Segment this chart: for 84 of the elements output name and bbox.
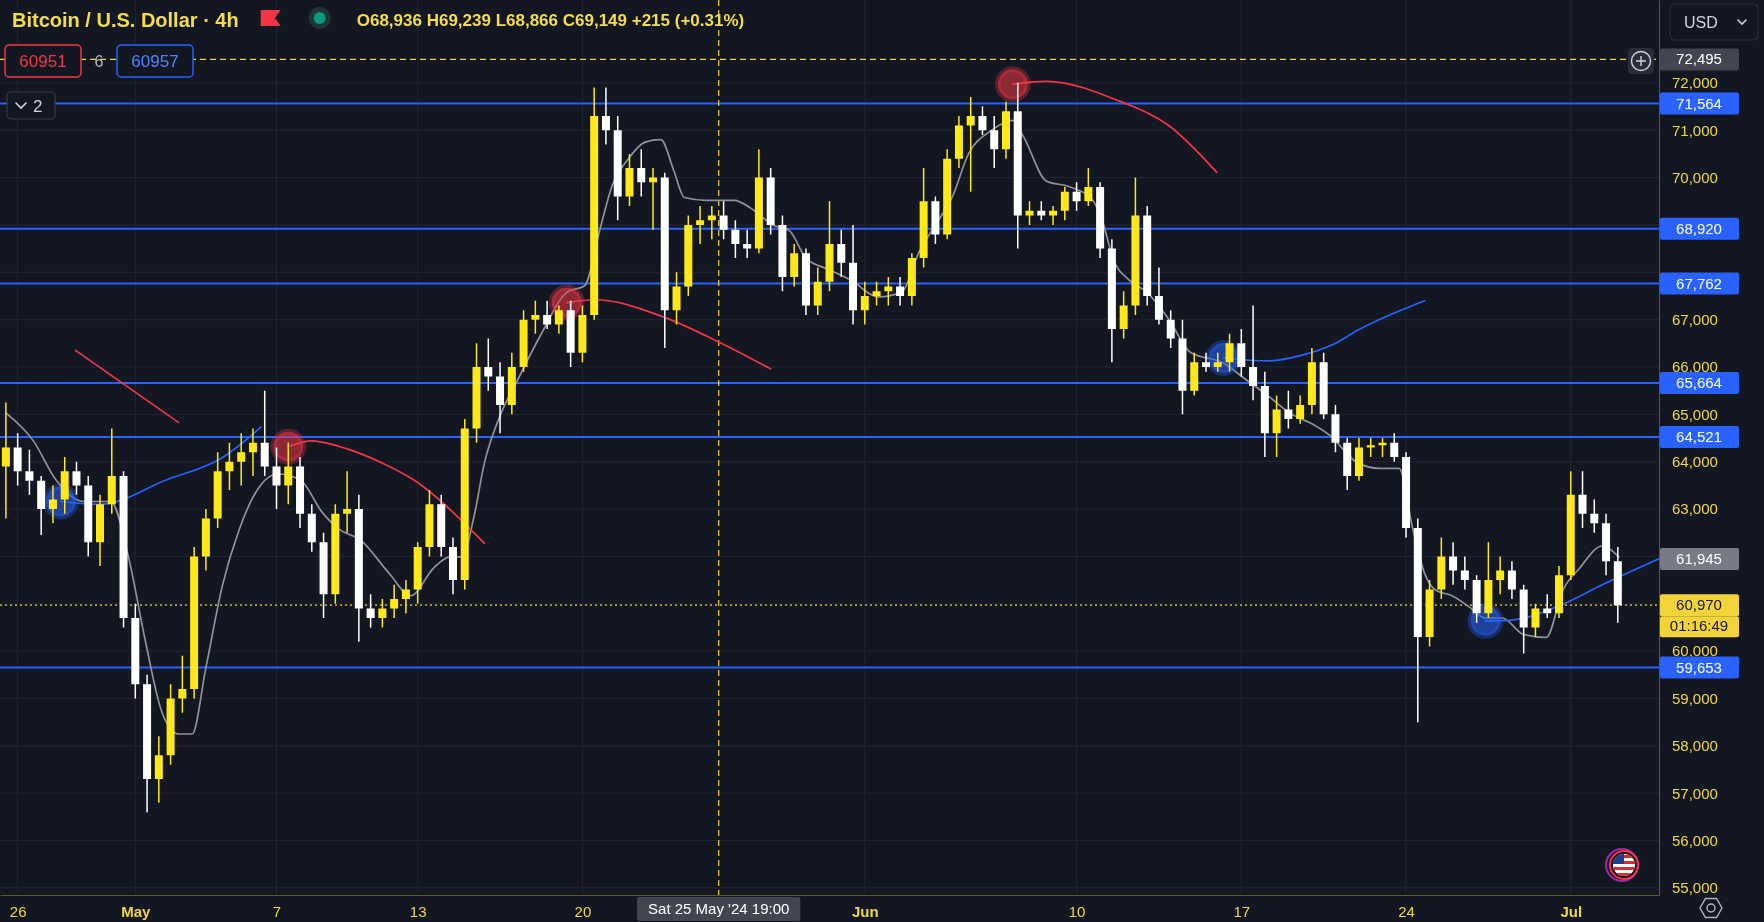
y-tick-label: 56,000	[1672, 831, 1718, 849]
candlestick	[96, 494, 105, 566]
x-tick-label: 7	[272, 902, 282, 920]
candlestick	[1213, 352, 1222, 372]
y-tick-label: 64,000	[1672, 453, 1718, 471]
x-tick-label: May	[121, 902, 152, 920]
y-tick-label: 57,000	[1672, 784, 1718, 802]
y-tick-label: 60,000	[1672, 642, 1718, 660]
candlestick	[649, 168, 658, 230]
candlestick	[1154, 267, 1163, 325]
annotation: 60951	[19, 52, 67, 71]
x-tick-label: 17	[1233, 902, 1251, 920]
y-tick-label: 59,000	[1672, 689, 1718, 707]
ref-line-label: 71,564	[1676, 94, 1722, 112]
point	[270, 428, 307, 465]
candlestick	[601, 87, 610, 145]
candlestick	[860, 281, 869, 325]
x-tick-label: Jul	[1560, 902, 1583, 920]
annotation: 61,945	[1676, 550, 1722, 568]
y-axis-title: USD	[1684, 14, 1718, 31]
candlestick	[825, 201, 834, 292]
y-tick-label: 63,000	[1672, 500, 1718, 518]
ref-line-label: 68,920	[1676, 219, 1722, 237]
annotation: 01:16:49	[1669, 617, 1729, 635]
candlestick	[1049, 205, 1058, 225]
candlestick	[237, 433, 246, 486]
annotation: 2	[33, 97, 43, 116]
candlestick	[743, 229, 752, 259]
candlestick	[1060, 187, 1069, 221]
candlestick	[401, 580, 410, 614]
x-tick-label: 20	[574, 902, 592, 920]
ref-line-label: 59,653	[1676, 658, 1722, 676]
candlestick	[543, 300, 552, 330]
candlestick	[790, 243, 799, 287]
candlestick	[1, 402, 10, 519]
candlestick	[343, 471, 352, 533]
candlestick	[954, 116, 963, 169]
candlestick	[154, 736, 163, 803]
annotation: 6	[94, 53, 104, 70]
candlestick	[1413, 518, 1422, 723]
candlestick	[990, 116, 999, 169]
candlestick	[496, 362, 505, 434]
candlestick	[1507, 561, 1516, 600]
ref-line-label: 67,762	[1676, 274, 1722, 292]
y-tick-label: 67,000	[1672, 310, 1718, 328]
y-tick-label: 66,000	[1672, 358, 1718, 376]
candlestick	[107, 428, 116, 514]
candlestick	[1543, 594, 1552, 618]
candlestick	[1449, 542, 1458, 585]
text: Bitcoin / U.S. Dollar · 4h	[12, 9, 239, 31]
candlestick	[637, 149, 646, 197]
candlestick	[390, 584, 399, 618]
x-tick-label: 26	[9, 902, 27, 920]
ref-line-label: Sat 25 May '24 19:00	[648, 900, 790, 917]
candlestick	[896, 277, 905, 306]
y-tick-label: 72,000	[1672, 74, 1718, 92]
candlestick	[1249, 305, 1258, 401]
candlestick	[849, 224, 858, 325]
x-tick-label: Jun	[851, 902, 879, 920]
x-tick-label: 10	[1068, 902, 1086, 920]
ref-line-label: 72,495	[1676, 50, 1722, 68]
candlestick	[1460, 556, 1469, 590]
y-tick-label: 58,000	[1672, 737, 1718, 755]
candlestick	[37, 475, 46, 536]
x-tick-label: 13	[409, 902, 427, 920]
candlestick	[1202, 352, 1211, 372]
x-tick-label: 24	[1398, 902, 1415, 920]
candlestick	[696, 205, 705, 244]
y-tick-label: 70,000	[1672, 168, 1718, 186]
annotation: 60957	[131, 52, 179, 71]
y-tick-label: 55,000	[1672, 879, 1718, 897]
candlestick	[48, 485, 57, 524]
ref-line-label: 64,521	[1676, 428, 1722, 446]
y-tick-label: 71,000	[1672, 121, 1718, 139]
candlestick	[248, 428, 257, 476]
text: O68,936 H69,239 L68,866 C69,149 +215 (+0.31%)	[356, 11, 745, 30]
candlestick	[707, 205, 716, 240]
candlestick	[1296, 395, 1305, 424]
ref-line-label: 60,970	[1676, 596, 1722, 614]
point	[994, 66, 1031, 103]
candlestick	[554, 305, 563, 334]
y-tick-label: 65,000	[1672, 405, 1718, 423]
ref-line-label: 65,664	[1676, 373, 1722, 391]
candlestick	[1496, 556, 1505, 595]
